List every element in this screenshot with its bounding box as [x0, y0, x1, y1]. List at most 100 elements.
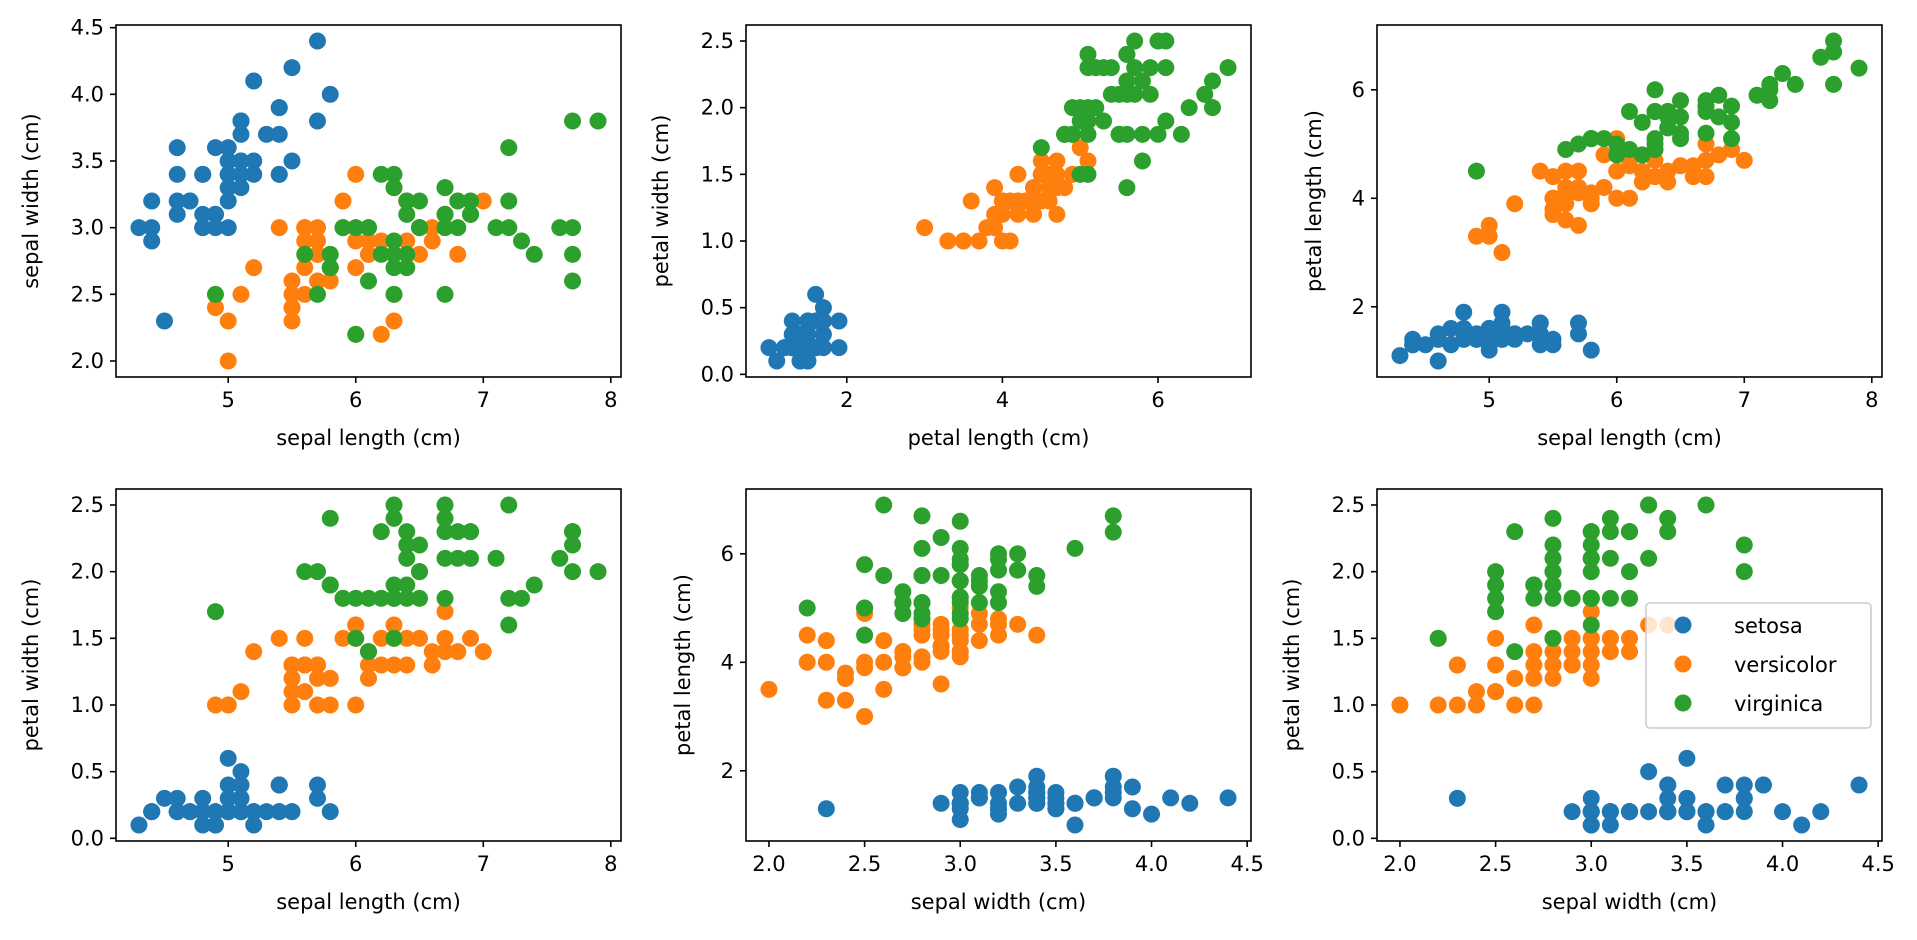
data-point-versicolor	[283, 696, 301, 714]
data-point-versicolor	[283, 272, 301, 290]
y-axis-label: petal width (cm)	[649, 115, 673, 288]
data-point-setosa	[1850, 776, 1868, 794]
data-point-versicolor	[1582, 603, 1600, 621]
data-point-versicolor	[1001, 192, 1019, 210]
data-point-virginica	[1056, 125, 1074, 143]
data-point-versicolor	[962, 192, 980, 210]
scatter-points	[760, 496, 1237, 834]
axes-frame	[745, 24, 1252, 378]
data-point-virginica	[462, 549, 480, 567]
data-point-versicolor	[283, 683, 301, 701]
data-point-versicolor	[1697, 151, 1715, 169]
data-point-virginica	[913, 507, 931, 525]
subplot-1: 5 6 7 8 2.0 2.5 3.0 3.5 4.0 4.5 sepal length (cm) s…	[19, 16, 622, 450]
data-point-virginica	[462, 205, 480, 223]
data-point-virginica	[1203, 99, 1221, 117]
data-point-versicolor	[817, 632, 835, 650]
data-point-versicolor	[321, 272, 339, 290]
data-point-virginica	[1079, 45, 1097, 63]
data-point-setosa	[219, 789, 237, 807]
data-point-virginica	[411, 589, 429, 607]
data-point-virginica	[1710, 86, 1728, 104]
data-point-setosa	[791, 325, 809, 343]
data-point-versicolor	[283, 669, 301, 687]
data-point-versicolor	[1071, 139, 1089, 157]
data-point-setosa	[830, 312, 848, 330]
data-point-versicolor	[1525, 656, 1543, 674]
data-point-virginica	[372, 523, 390, 541]
data-point-virginica	[1601, 549, 1619, 567]
data-point-setosa	[1391, 347, 1409, 365]
data-point-virginica	[436, 509, 454, 527]
data-point-setosa	[270, 125, 288, 143]
data-point-versicolor	[970, 232, 988, 250]
data-point-versicolor	[283, 285, 301, 303]
data-point-virginica	[551, 219, 569, 237]
data-point-setosa	[219, 139, 237, 157]
legend-marker-versicolor	[1674, 655, 1692, 673]
data-point-virginica	[932, 567, 950, 585]
data-point-virginica	[1180, 99, 1198, 117]
data-point-virginica	[951, 556, 969, 574]
data-point-versicolor	[360, 669, 377, 687]
data-point-setosa	[1104, 783, 1122, 801]
axes-frame	[1376, 488, 1883, 842]
data-point-setosa	[232, 763, 250, 781]
data-point-versicolor	[1056, 179, 1074, 197]
data-point-virginica	[990, 583, 1007, 601]
data-point-setosa	[168, 139, 186, 157]
data-point-virginica	[385, 576, 403, 594]
series-setosa	[130, 32, 339, 330]
y-tick-label: 4	[1352, 186, 1365, 210]
x-axis-label: sepal length (cm)	[276, 890, 461, 914]
data-point-versicolor	[993, 205, 1011, 223]
data-point-versicolor	[1487, 683, 1505, 701]
data-point-versicolor	[308, 669, 326, 687]
y-tick-label: 4	[721, 650, 734, 674]
legend: setosa versicolor virginica	[1645, 602, 1872, 729]
data-point-versicolor	[1009, 205, 1027, 223]
data-point-versicolor	[219, 312, 237, 330]
x-tick-label: 4.5	[1230, 852, 1263, 876]
data-point-versicolor	[372, 656, 390, 674]
data-point-setosa	[232, 803, 250, 821]
data-point-virginica	[1621, 140, 1638, 158]
data-point-virginica	[1095, 112, 1113, 130]
data-point-virginica	[1087, 59, 1105, 77]
data-point-versicolor	[978, 219, 996, 237]
data-point-versicolor	[372, 325, 390, 343]
data-point-virginica	[1601, 509, 1619, 527]
data-point-setosa	[194, 219, 212, 237]
data-point-virginica	[1672, 124, 1690, 142]
data-point-virginica	[1487, 563, 1505, 581]
data-point-versicolor	[245, 259, 263, 277]
data-point-versicolor	[1582, 656, 1600, 674]
data-point-virginica	[1582, 563, 1600, 581]
data-point-versicolor	[1582, 189, 1600, 207]
data-point-versicolor	[836, 691, 854, 709]
series-virginica	[1032, 32, 1237, 197]
data-point-versicolor	[1525, 696, 1543, 714]
data-point-virginica	[1009, 561, 1027, 579]
data-point-virginica	[1544, 509, 1562, 527]
data-point-setosa	[181, 192, 199, 210]
data-point-virginica	[1582, 616, 1600, 634]
data-point-setosa	[245, 165, 263, 183]
y-axis-label: petal length (cm)	[1302, 110, 1326, 292]
data-point-virginica	[913, 567, 931, 585]
data-point-virginica	[951, 594, 969, 612]
data-point-virginica	[1133, 125, 1151, 143]
data-point-setosa	[1812, 803, 1830, 821]
data-point-virginica	[1118, 179, 1136, 197]
data-point-versicolor	[939, 232, 957, 250]
data-point-virginica	[970, 567, 988, 585]
data-point-versicolor	[334, 629, 352, 647]
data-point-setosa	[1735, 789, 1753, 807]
data-point-versicolor	[1710, 146, 1728, 164]
data-point-virginica	[1774, 65, 1792, 83]
data-point-virginica	[1633, 146, 1651, 164]
data-point-setosa	[181, 803, 199, 821]
data-point-versicolor	[308, 656, 326, 674]
data-point-virginica	[1118, 45, 1136, 63]
data-point-virginica	[589, 563, 607, 581]
